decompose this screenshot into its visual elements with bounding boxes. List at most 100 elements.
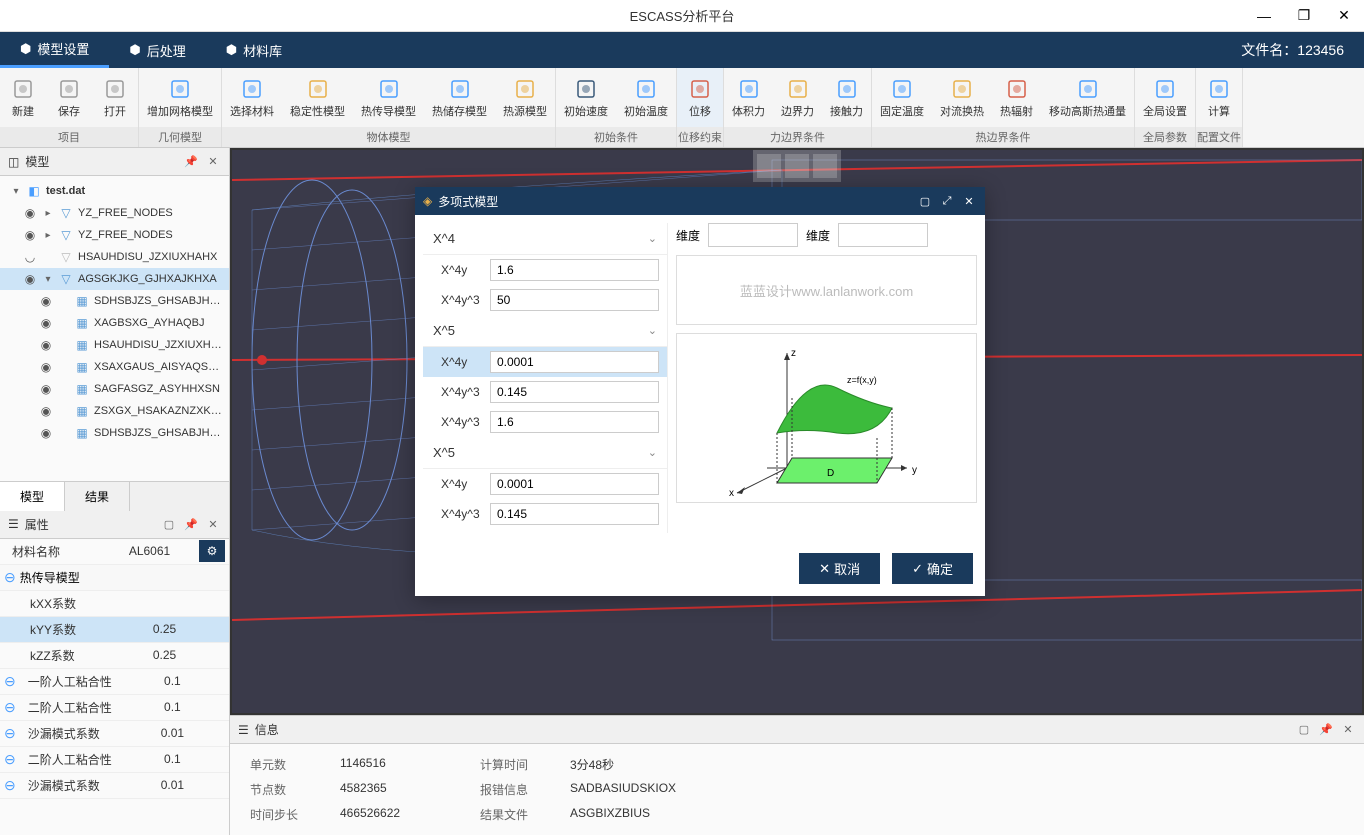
param-input[interactable] — [490, 503, 659, 525]
tree-item[interactable]: ◉▦ZSXGX_HSAKAZNZXK_AHASX — [0, 400, 229, 422]
close-button[interactable]: ✕ — [1324, 0, 1364, 32]
dialog-expand-icon[interactable]: ⤢ — [939, 193, 955, 209]
visibility-icon[interactable]: ◡ — [22, 250, 38, 264]
tree-item[interactable]: ◉▾▽AGSGKJKG_GJHXAJKHXA — [0, 268, 229, 290]
visibility-icon[interactable]: ◉ — [38, 426, 54, 440]
ribbon-保存[interactable]: 保存 — [46, 68, 92, 127]
ribbon-选择材料[interactable]: 选择材料 — [222, 68, 282, 127]
pin-icon[interactable]: 📌 — [183, 516, 199, 532]
axis-tool-1[interactable] — [757, 154, 781, 178]
visibility-icon[interactable]: ◉ — [22, 272, 38, 286]
menu-2[interactable]: ⬢材料库 — [206, 32, 302, 68]
menu-1[interactable]: ⬢后处理 — [109, 32, 205, 68]
tab-模型[interactable]: 模型 — [0, 482, 65, 511]
pin-icon[interactable]: 📌 — [183, 154, 199, 170]
param-input[interactable] — [490, 381, 659, 403]
ribbon-稳定性模型[interactable]: 稳定性模型 — [282, 68, 353, 127]
minimize-button[interactable]: — — [1244, 0, 1284, 32]
prop-row[interactable]: ⊖沙漏模式系数0.01 — [0, 721, 229, 747]
prop-row[interactable]: kXX系数 — [0, 591, 229, 617]
ribbon-全局设置[interactable]: 全局设置 — [1135, 68, 1195, 127]
gear-icon[interactable]: ⚙ — [199, 540, 225, 562]
ribbon-打开[interactable]: 打开 — [92, 68, 138, 127]
ribbon-位移[interactable]: 位移 — [677, 68, 723, 127]
dialog-minimize-icon[interactable]: ▢ — [917, 193, 933, 209]
ribbon-新建[interactable]: 新建 — [0, 68, 46, 127]
tree-item[interactable]: ◉▦XSAXGAUS_AISYAQSH_ASHX — [0, 356, 229, 378]
ribbon-group-label: 热边界条件 — [872, 127, 1134, 147]
maximize-panel-icon[interactable]: ▢ — [161, 516, 177, 532]
ribbon-热源模型[interactable]: 热源模型 — [495, 68, 555, 127]
toggle-icon[interactable]: ▸ — [42, 230, 54, 241]
menu-0[interactable]: ⬢模型设置 — [0, 32, 109, 68]
axis-tool-2[interactable] — [785, 154, 809, 178]
ribbon-边界力[interactable]: 边界力 — [773, 68, 822, 127]
toggle-icon[interactable]: ▸ — [42, 208, 54, 219]
ribbon-热辐射[interactable]: 热辐射 — [992, 68, 1041, 127]
dialog-section-header[interactable]: X^5⌄ — [423, 437, 667, 469]
dim-input-2[interactable] — [838, 223, 928, 247]
visibility-icon[interactable]: ◉ — [22, 206, 38, 220]
close-panel-icon[interactable]: ✕ — [205, 154, 221, 170]
tree-item[interactable]: ◉▦SDHSBJZS_GHSABJHB_ZAHU — [0, 290, 229, 312]
dim-input-1[interactable] — [708, 223, 798, 247]
tree-item[interactable]: ◉▦HSAUHDISU_JZXIUXHAHX — [0, 334, 229, 356]
param-input[interactable] — [490, 259, 659, 281]
tree-item[interactable]: ◉▦XAGBSXG_AYHAQBJ — [0, 312, 229, 334]
ribbon-初始速度[interactable]: 初始速度 — [556, 68, 616, 127]
maximize-panel-icon[interactable]: ▢ — [1296, 722, 1312, 738]
visibility-icon[interactable]: ◉ — [38, 404, 54, 418]
dialog-section-header[interactable]: X^5⌄ — [423, 315, 667, 347]
tree-root[interactable]: ▾ ◧ test.dat — [0, 180, 229, 202]
param-input[interactable] — [490, 411, 659, 433]
ribbon-热储存模型[interactable]: 热储存模型 — [424, 68, 495, 127]
param-input[interactable] — [490, 473, 659, 495]
prop-row[interactable]: ⊖二阶人工粘合性0.1 — [0, 747, 229, 773]
dialog-close-icon[interactable]: ✕ — [961, 193, 977, 209]
visibility-icon[interactable]: ◉ — [38, 382, 54, 396]
ribbon-体积力[interactable]: 体积力 — [724, 68, 773, 127]
tab-结果[interactable]: 结果 — [65, 482, 130, 511]
close-panel-icon[interactable]: ✕ — [205, 516, 221, 532]
ribbon-对流换热[interactable]: 对流换热 — [932, 68, 992, 127]
collapse-icon[interactable]: ▾ — [10, 186, 22, 197]
visibility-icon[interactable]: ◉ — [22, 228, 38, 242]
tree-item[interactable]: ◉▸▽YZ_FREE_NODES — [0, 224, 229, 246]
tree-item-label: SDHSBJZS_GHSABJHB_ZAHU — [94, 295, 223, 307]
prop-row[interactable]: ⊖二阶人工粘合性0.1 — [0, 695, 229, 721]
cancel-button[interactable]: ✕ 取消 — [799, 553, 880, 584]
tree-item[interactable]: ◉▸▽YZ_FREE_NODES — [0, 202, 229, 224]
prop-row[interactable]: kYY系数0.25 — [0, 617, 229, 643]
prop-row[interactable]: kZZ系数0.25 — [0, 643, 229, 669]
tree-item[interactable]: ◉▦SAGFASGZ_ASYHHXSN — [0, 378, 229, 400]
prop-row[interactable]: ⊖一阶人工粘合性0.1 — [0, 669, 229, 695]
info-value: 3分48秒 — [570, 756, 1344, 773]
ribbon-固定温度[interactable]: 固定温度 — [872, 68, 932, 127]
tree-item-label: SDHSBJZS_GHSABJHB_ZAHU — [94, 427, 223, 439]
param-input[interactable] — [490, 289, 659, 311]
toggle-icon[interactable]: ▾ — [42, 274, 54, 285]
visibility-icon[interactable]: ◉ — [38, 316, 54, 330]
visibility-icon[interactable]: ◉ — [38, 360, 54, 374]
axis-tool-3[interactable] — [813, 154, 837, 178]
prop-row[interactable]: ⊖沙漏模式系数0.01 — [0, 773, 229, 799]
ok-button[interactable]: ✓ 确定 — [892, 553, 973, 584]
pin-icon[interactable]: 📌 — [1318, 722, 1334, 738]
dialog-header[interactable]: ◈ 多项式模型 ▢ ⤢ ✕ — [415, 187, 985, 215]
ribbon-增加网格模型[interactable]: 增加网格模型 — [139, 68, 221, 127]
ribbon-初始温度[interactable]: 初始温度 — [616, 68, 676, 127]
ribbon-热传导模型[interactable]: 热传导模型 — [353, 68, 424, 127]
file-icon: ◧ — [26, 183, 42, 199]
prop-section-header[interactable]: ⊖热传导模型 — [0, 565, 229, 591]
ribbon-移动高斯热通量[interactable]: 移动高斯热通量 — [1041, 68, 1134, 127]
param-input[interactable] — [490, 351, 659, 373]
close-panel-icon[interactable]: ✕ — [1340, 722, 1356, 738]
visibility-icon[interactable]: ◉ — [38, 294, 54, 308]
tree-item[interactable]: ◡▽HSAUHDISU_JZXIUXHAHX — [0, 246, 229, 268]
dialog-section-header[interactable]: X^4⌄ — [423, 223, 667, 255]
tree-item[interactable]: ◉▦SDHSBJZS_GHSABJHB_ZAHU — [0, 422, 229, 444]
visibility-icon[interactable]: ◉ — [38, 338, 54, 352]
ribbon-计算[interactable]: 计算 — [1196, 68, 1242, 127]
ribbon-接触力[interactable]: 接触力 — [822, 68, 871, 127]
maximize-button[interactable]: ❐ — [1284, 0, 1324, 32]
